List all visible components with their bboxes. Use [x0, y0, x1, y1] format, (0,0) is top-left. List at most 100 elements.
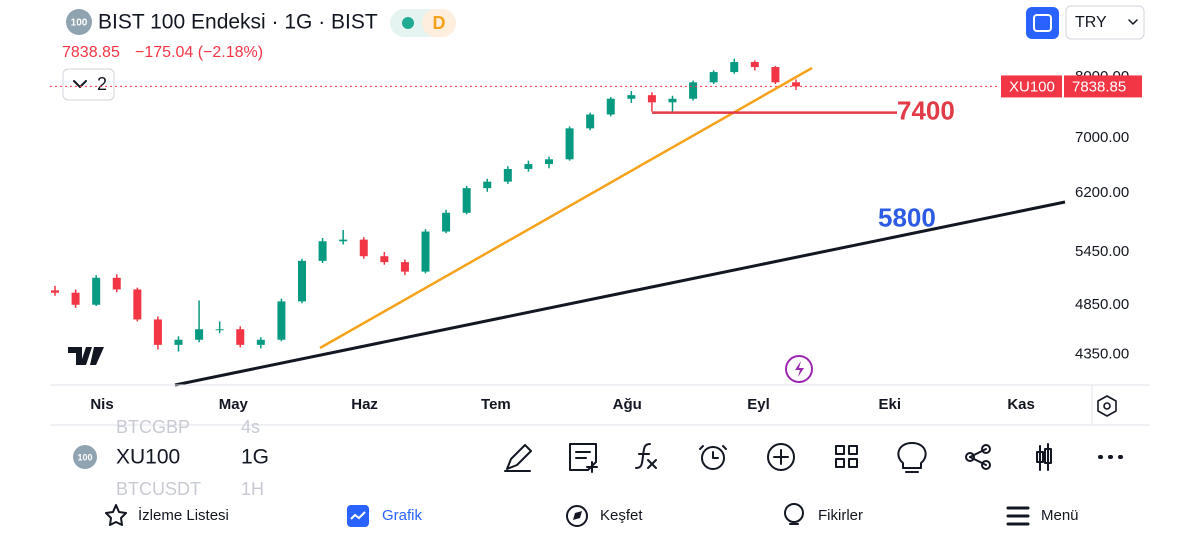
candle-body — [298, 260, 306, 302]
currency-chevron — [1128, 19, 1138, 25]
candle-body — [51, 290, 59, 293]
symbol-badge — [73, 445, 97, 469]
y-tick-label: 6200.00 — [1075, 184, 1129, 201]
price-change: −175.04 (−2.18%) — [135, 44, 263, 61]
y-tick-label: 4850.00 — [1075, 296, 1129, 313]
x-tick-label: Eki — [879, 396, 902, 413]
compass-needle — [573, 511, 582, 520]
nav-item[interactable]: İzleme Listesi — [138, 506, 229, 524]
nav-item[interactable]: Fikirler — [818, 507, 863, 524]
symbol-tag — [1001, 75, 1062, 98]
support-trendline — [174, 200, 1066, 387]
menu-icon[interactable] — [1006, 506, 1030, 526]
candle-body — [71, 292, 80, 305]
symbol-title[interactable]: BIST 100 Endeksi · 1G · BIST — [98, 11, 378, 34]
candle-body — [92, 277, 101, 305]
indicators-count: 2 — [97, 74, 107, 94]
nav-item-active[interactable]: Grafik — [382, 507, 423, 524]
share-dot — [981, 444, 991, 454]
candle-body — [442, 212, 451, 232]
next-interval: 1H — [241, 479, 264, 499]
compare-tool[interactable] — [767, 443, 795, 471]
plus-icon — [773, 449, 789, 465]
indicators-toggle[interactable] — [62, 68, 115, 101]
settings-dot — [1103, 402, 1111, 410]
candle-body — [606, 98, 615, 115]
settings-icon[interactable] — [1097, 395, 1117, 417]
ideas-tool[interactable] — [897, 442, 927, 473]
candle-body — [668, 98, 677, 103]
delay-status: D — [433, 13, 446, 33]
x-tick-label: Haz — [351, 396, 378, 413]
level-label: 5800 — [878, 203, 936, 233]
candle-body — [545, 159, 553, 165]
note-tool[interactable] — [569, 443, 598, 473]
symbol[interactable]: XU100 — [116, 446, 180, 469]
symbol-tag-text: XU100 — [1009, 78, 1055, 95]
candle-body — [359, 239, 368, 257]
alert-tool[interactable] — [701, 446, 725, 470]
layout-tool[interactable] — [835, 445, 858, 468]
chart-type-tool[interactable] — [1036, 443, 1052, 471]
tv-logo — [68, 347, 104, 365]
candle-body — [215, 329, 224, 331]
candle-body — [380, 256, 389, 263]
candle-body — [277, 301, 286, 340]
candle-body — [503, 168, 512, 182]
events-button[interactable] — [785, 355, 813, 383]
candle-body — [709, 72, 718, 83]
y-tick-label: 7000.00 — [1075, 129, 1129, 146]
x-tick-label: Eyl — [747, 396, 770, 413]
chevron-icon — [73, 80, 87, 88]
candle-body — [195, 329, 204, 340]
share-dot — [965, 452, 975, 462]
x-tick-label: Nis — [90, 396, 113, 413]
explore-icon[interactable] — [566, 505, 588, 527]
prev-interval: 4s — [241, 417, 260, 437]
interval[interactable]: 1G — [241, 446, 269, 469]
fullscreen-button[interactable] — [1026, 7, 1059, 39]
candle-body — [133, 289, 142, 320]
chart-icon[interactable] — [347, 505, 369, 527]
candle-body — [730, 62, 739, 73]
candle-body — [689, 82, 698, 99]
fullscreen-icon — [1033, 14, 1052, 32]
price: 7838.85 — [62, 44, 120, 61]
candle-body — [750, 62, 759, 68]
next-symbol: BTCUSDT — [116, 479, 201, 499]
candle-body — [421, 231, 430, 272]
nav-item[interactable]: Keşfet — [600, 507, 643, 524]
candle-body — [153, 319, 162, 345]
nav-item[interactable]: Menü — [1041, 507, 1079, 524]
share-tool[interactable] — [969, 448, 987, 466]
candle-body — [236, 329, 245, 345]
candle-body — [462, 188, 471, 213]
candle-body — [627, 95, 636, 99]
plot: 8000.007000.006200.005450.004850.004350.… — [50, 58, 1129, 413]
candle-body — [318, 241, 327, 261]
candle-body — [112, 277, 121, 290]
overlays: XU100 7838.85 7400 5800 — [652, 75, 1142, 233]
candle-body — [400, 262, 409, 272]
candle-body — [586, 114, 595, 129]
candle-body — [524, 164, 533, 169]
candle-body — [771, 67, 780, 83]
candle-body — [339, 239, 348, 242]
currency-select[interactable] — [1065, 5, 1145, 40]
price-tag-text: 7838.85 — [1072, 78, 1126, 95]
draw-tool[interactable] — [504, 444, 532, 472]
chart-icon-line — [350, 511, 366, 520]
candle-body — [792, 82, 800, 87]
indicator-tool[interactable] — [635, 443, 657, 469]
watchlist-icon[interactable] — [105, 504, 127, 526]
y-tick-label: 4350.00 — [1075, 346, 1129, 363]
x-tick-label: May — [219, 396, 249, 413]
candle-body — [256, 339, 265, 345]
alert-icon — [699, 445, 727, 459]
ideas-icon[interactable] — [784, 503, 804, 523]
level-label: 7400 — [897, 96, 955, 126]
flash-icon — [795, 361, 804, 377]
